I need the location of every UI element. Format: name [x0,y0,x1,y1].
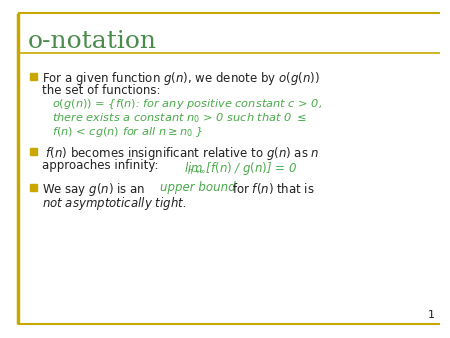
Text: $not$ asymptotically tight.: $not$ asymptotically tight. [42,195,186,212]
Bar [30,73,37,80]
Bar [30,184,37,191]
Text: the set of functions:: the set of functions: [42,84,161,97]
Text: for $f(n)$ that is: for $f(n)$ that is [232,181,315,196]
Text: 1: 1 [428,310,435,320]
Text: o-notation: o-notation [28,30,157,53]
Text: approaches infinity:: approaches infinity: [42,159,166,172]
Text: $f(n)$ becomes insignificant relative to $g(n)$ as $n$: $f(n)$ becomes insignificant relative to… [42,145,320,162]
Text: $lim$ [$f(n)$ / $g(n)$] = 0: $lim$ [$f(n)$ / $g(n)$] = 0 [184,160,297,177]
Text: For a given function $g(n)$, we denote by $o(g(n))$: For a given function $g(n)$, we denote b… [42,70,320,87]
Text: We say $g(n)$ is an: We say $g(n)$ is an [42,181,146,198]
Text: $f(n)$ < $cg(n)$ for all $n \geq n_0$ }: $f(n)$ < $cg(n)$ for all $n \geq n_0$ } [52,125,203,139]
Text: upper bound: upper bound [160,181,236,194]
Text: there exists a constant $n_0$ > 0 such that 0 $\leq$: there exists a constant $n_0$ > 0 such t… [52,111,307,125]
Text: $o(g(n))$ = {$f(n)$: for any positive constant $c$ > 0,: $o(g(n))$ = {$f(n)$: for any positive co… [52,97,322,111]
Bar [30,148,37,155]
Text: $n\!\rightarrow\!\infty$: $n\!\rightarrow\!\infty$ [187,167,207,176]
